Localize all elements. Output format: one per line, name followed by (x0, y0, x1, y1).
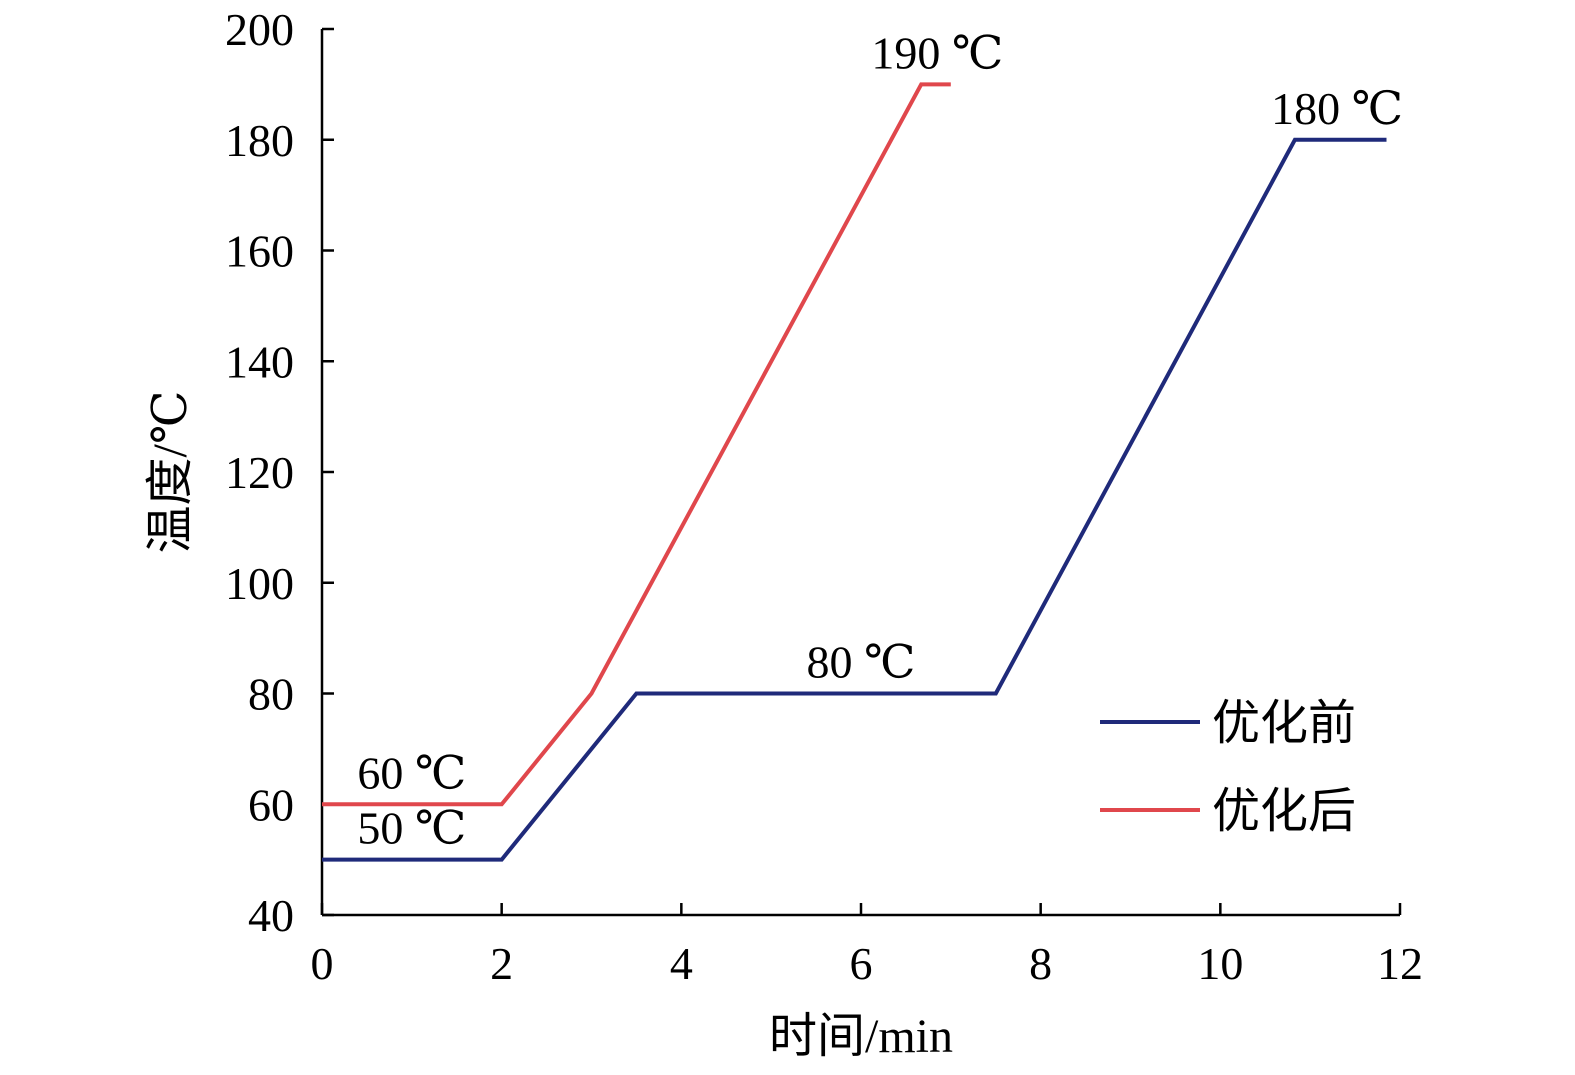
series-line-1 (322, 137, 1387, 862)
annotation-label: 180 ℃ (1271, 83, 1403, 134)
annotations: 60 ℃50 ℃ 80 ℃ 190 ℃ 180 ℃ (357, 27, 1403, 853)
x-tick-label: 8 (1029, 938, 1052, 989)
annotation-label: 60 ℃ (357, 747, 466, 798)
x-tick-label: 4 (670, 938, 693, 989)
y-tick-label: 80 (248, 669, 294, 720)
annotation-label: 80 ℃ (807, 637, 916, 688)
y-tick-label: 180 (225, 115, 294, 166)
x-tick-label: 0 (311, 938, 334, 989)
y-tick-label: 40 (248, 890, 294, 941)
y-tick-label: 60 (248, 779, 294, 830)
y-tick-label: 160 (225, 226, 294, 277)
x-axis-label: 时间/min (769, 1010, 953, 1063)
y-tick-label: 120 (225, 447, 294, 498)
x-tick-label: 6 (850, 938, 873, 989)
y-tick-label: 200 (225, 4, 294, 55)
x-tick-label: 12 (1377, 938, 1423, 989)
axes: 40 60 80 100 120 140 160 180 200 0 2 4 6 8 10 12 (225, 4, 1423, 989)
annotation-label: 50 ℃ (357, 803, 466, 854)
x-tick-label: 10 (1197, 938, 1243, 989)
annotation-label: 190 ℃ (871, 27, 1003, 78)
y-axis-label: 温度/℃ (144, 390, 197, 553)
series-line-2 (322, 82, 951, 807)
legend-label: 优化后 (1212, 785, 1356, 838)
x-tick-label: 2 (490, 938, 513, 989)
legend-label: 优化前 (1212, 697, 1356, 750)
series-layer (322, 82, 1387, 862)
y-tick-label: 140 (225, 336, 294, 387)
y-tick-label: 100 (225, 558, 294, 609)
